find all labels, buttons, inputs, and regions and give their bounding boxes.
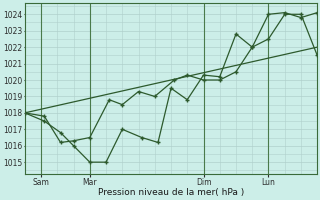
X-axis label: Pression niveau de la mer( hPa ): Pression niveau de la mer( hPa ) — [98, 188, 244, 197]
